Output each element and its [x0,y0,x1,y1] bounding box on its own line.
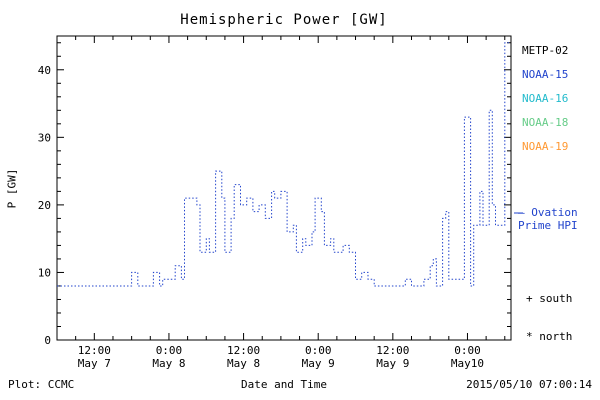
x-tick-time-label: 12:00 [78,344,111,357]
x-axis-label: Date and Time [240,378,328,391]
y-tick-label: 0 [44,334,51,347]
x-tick-date-label: May 7 [78,357,111,370]
x-tick-date-label: May10 [451,357,484,370]
legend-ovation-line1: — Ovation [518,206,578,219]
x-tick-time-label: 12:00 [227,344,260,357]
legend-noaa19: NOAA-19 [522,140,569,153]
chart-title: Hemispheric Power [GW] [180,12,388,28]
legend-south-marker: + south [526,292,573,305]
plot-border [56,35,512,341]
y-tick-label: 10 [38,266,51,279]
legend-ovation-prime-hpi: — Ovation Prime HPI [518,206,578,232]
legend-metp02: METP-02 [522,44,569,57]
y-tick-label: 20 [38,199,51,212]
ovation-prime-hpi-line [57,42,511,287]
y-axis-label: P [GW] [5,168,19,209]
x-tick-time-label: 0:00 [454,344,481,357]
legend-noaa16: NOAA-16 [522,92,569,105]
x-tick-time-label: 0:00 [305,344,332,357]
x-tick-date-label: May 9 [376,357,409,370]
x-tick-time-label: 12:00 [376,344,409,357]
legend-noaa18: NOAA-18 [522,116,569,129]
y-tick-label: 30 [38,131,51,144]
x-tick-date-label: May 8 [227,357,260,370]
legend-north-marker: * north [526,330,573,343]
legend-noaa15: NOAA-15 [522,68,569,81]
x-tick-date-label: May 9 [302,357,335,370]
x-tick-time-label: 0:00 [156,344,183,357]
legend-ovation-line2: Prime HPI [518,219,578,232]
plot-timestamp: 2015/05/10 07:00:14 [466,378,592,391]
legend: METP-02 NOAA-15 NOAA-16 NOAA-18 NOAA-19 [522,44,600,164]
plot-source: Plot: CCMC [8,378,75,391]
x-tick-date-label: May 8 [152,357,185,370]
y-tick-label: 40 [38,64,51,77]
